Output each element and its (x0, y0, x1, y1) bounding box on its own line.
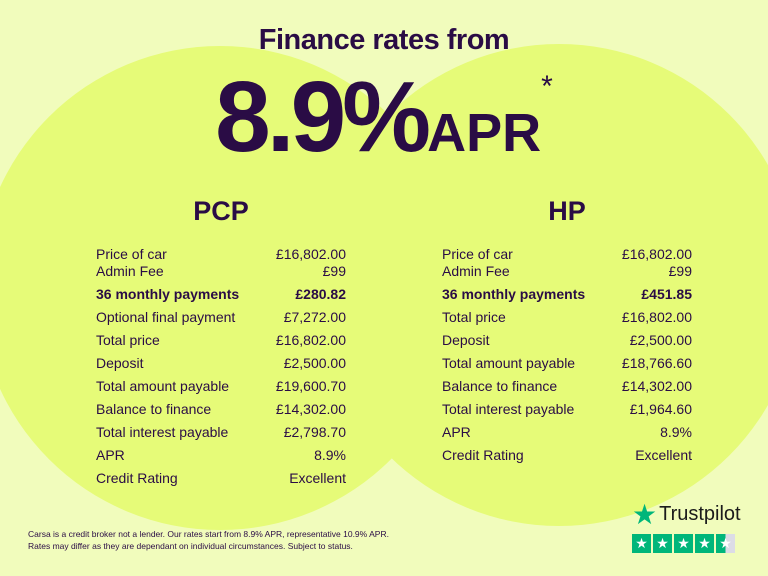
row-value: £16,802.00 (275, 246, 346, 262)
table-row: Total amount payable £19,600.70 (96, 378, 346, 401)
table-row: 36 monthly payments £280.82 (96, 286, 346, 309)
row-value: 8.9% (314, 447, 346, 463)
rate-display: 8.9%APR* (0, 62, 768, 172)
row-value: £2,500.00 (629, 332, 692, 348)
row-value: £18,766.60 (621, 355, 692, 371)
trustpilot-logo: ★ Trustpilot (632, 498, 741, 531)
table-row: Total price £16,802.00 (442, 309, 692, 332)
table-row: Optional final payment £7,272.00 (96, 309, 346, 332)
table-row: Total interest payable £2,798.70 (96, 424, 346, 447)
row-value: £7,272.00 (283, 309, 346, 325)
row-value: 8.9% (660, 424, 692, 440)
row-label: Price of car (442, 246, 513, 262)
row-value: £2,798.70 (283, 424, 346, 440)
disclaimer-line: Carsa is a credit broker not a lender. O… (28, 529, 389, 539)
row-value: £19,600.70 (275, 378, 346, 394)
table-row: Credit Rating Excellent (442, 447, 692, 470)
row-value: Excellent (289, 470, 346, 486)
row-value: £1,964.60 (629, 401, 692, 417)
disclaimer-line: Rates may differ as they are dependant o… (28, 541, 353, 551)
star-icon: ★ (632, 534, 651, 553)
row-label: Total amount payable (96, 378, 230, 394)
table-row: Deposit £2,500.00 (96, 355, 346, 378)
row-value: £280.82 (295, 286, 346, 302)
row-value: £2,500.00 (283, 355, 346, 371)
hp-table: HP Price of car £16,802.00 Admin Fee £99 36 … (442, 196, 692, 470)
table-row: 36 monthly payments £451.85 (442, 286, 692, 309)
row-label: Total price (96, 332, 160, 348)
table-row: Admin Fee £99 (442, 263, 692, 286)
row-value: £14,302.00 (621, 378, 692, 394)
row-label: Optional final payment (96, 309, 236, 325)
rating-stars: ★ ★ ★ ★ ★ (632, 534, 741, 553)
row-label: Total interest payable (442, 401, 575, 417)
row-label: Total price (442, 309, 506, 325)
row-value: £14,302.00 (275, 401, 346, 417)
row-label: Deposit (442, 332, 490, 348)
disclaimer: Carsa is a credit broker not a lender. O… (28, 528, 389, 552)
pcp-title: PCP (193, 196, 249, 226)
asterisk: * (541, 70, 553, 103)
row-label: Admin Fee (442, 263, 510, 279)
table-row: APR 8.9% (442, 424, 692, 447)
row-value: £16,802.00 (275, 332, 346, 348)
table-row: Price of car £16,802.00 (442, 246, 692, 263)
row-value: £16,802.00 (621, 246, 692, 262)
background-circle-right (318, 44, 768, 526)
row-value: £451.85 (641, 286, 692, 302)
row-label: Admin Fee (96, 263, 164, 279)
star-icon: ★ (653, 534, 672, 553)
table-row: Total interest payable £1,964.60 (442, 401, 692, 424)
row-label: 36 monthly payments (442, 286, 586, 302)
row-label: APR (96, 447, 125, 463)
star-icon: ★ (695, 534, 714, 553)
rate-value: 8.9% (215, 61, 431, 173)
hp-title: HP (548, 196, 586, 226)
trustpilot-name: Trustpilot (659, 503, 741, 525)
table-row: Deposit £2,500.00 (442, 332, 692, 355)
rate-suffix: APR (427, 103, 542, 163)
row-label: Total interest payable (96, 424, 229, 440)
row-label: Credit Rating (96, 470, 178, 486)
row-label: Balance to finance (442, 378, 558, 394)
row-label: APR (442, 424, 471, 440)
table-row: Price of car £16,802.00 (96, 246, 346, 263)
row-label: Total amount payable (442, 355, 576, 371)
table-row: Admin Fee £99 (96, 263, 346, 286)
star-icon: ★ (716, 534, 735, 553)
table-row: Total price £16,802.00 (96, 332, 346, 355)
row-value: £16,802.00 (621, 309, 692, 325)
row-label: Credit Rating (442, 447, 524, 463)
row-value: £99 (322, 263, 346, 279)
row-label: 36 monthly payments (96, 286, 240, 302)
table-row: Credit Rating Excellent (96, 470, 346, 493)
star-icon: ★ (632, 499, 658, 530)
table-row: Total amount payable £18,766.60 (442, 355, 692, 378)
row-label: Price of car (96, 246, 167, 262)
pcp-table: PCP Price of car £16,802.00 Admin Fee £99 36… (96, 196, 346, 493)
table-row: Balance to finance £14,302.00 (96, 401, 346, 424)
table-row: Balance to finance £14,302.00 (442, 378, 692, 401)
row-value: £99 (668, 263, 692, 279)
trustpilot-badge[interactable]: ★ Trustpilot ★ ★ ★ ★ ★ (632, 498, 741, 553)
row-value: Excellent (635, 447, 692, 463)
star-icon: ★ (674, 534, 693, 553)
table-row: APR 8.9% (96, 447, 346, 470)
row-label: Deposit (96, 355, 144, 371)
headline: Finance rates from (258, 24, 510, 56)
row-label: Balance to finance (96, 401, 212, 417)
